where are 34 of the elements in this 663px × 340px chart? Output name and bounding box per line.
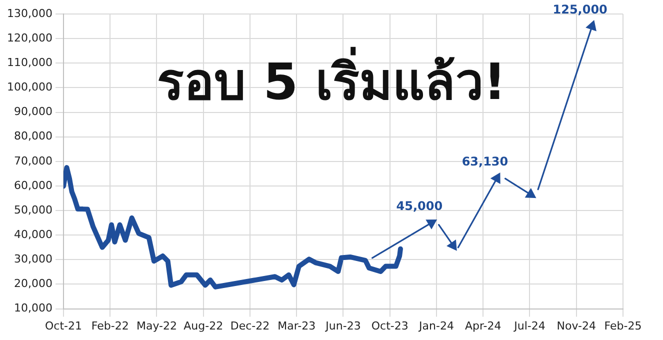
x-tick-label: Feb-22 xyxy=(91,319,129,332)
point xyxy=(447,240,457,250)
y-tick-label: 50,000 xyxy=(14,203,52,216)
x-tick-label: Jun-23 xyxy=(324,319,361,332)
y-tick-label: 80,000 xyxy=(14,130,52,143)
y-tick-label: 40,000 xyxy=(14,228,52,241)
data-label: 63,130 xyxy=(462,154,508,168)
x-tick-label: Feb-25 xyxy=(604,319,642,332)
point xyxy=(586,20,596,31)
y-tick-label: 70,000 xyxy=(14,154,52,168)
point xyxy=(426,219,437,229)
x-tick-label: Mar-23 xyxy=(278,319,316,332)
x-tick-label: Oct-23 xyxy=(371,319,408,332)
y-tick-label: 110,000 xyxy=(6,56,52,69)
x-tick-label: Oct-21 xyxy=(44,319,82,332)
x-tick-label: Nov-24 xyxy=(556,319,596,332)
y-tick-label: 130,000 xyxy=(6,6,52,20)
y-tick-label: 120,000 xyxy=(6,31,52,44)
x-tick-label: Apr-24 xyxy=(464,319,502,332)
data-label: 125,000 xyxy=(552,2,608,16)
data-label: 45,000 xyxy=(396,198,443,213)
x-tick-label: May-22 xyxy=(136,319,177,332)
y-tick-label: 20,000 xyxy=(14,277,52,290)
x-tick-label: Dec-22 xyxy=(230,319,270,332)
point xyxy=(525,188,536,198)
x-tick-label: Aug-22 xyxy=(184,319,224,332)
point xyxy=(491,173,500,184)
y-tick-label: 100,000 xyxy=(6,80,52,94)
y-tick-label: 60,000 xyxy=(14,178,52,192)
x-tick-label: Jan-24 xyxy=(418,319,454,332)
x-tick-label: Jul-24 xyxy=(513,319,546,332)
y-tick-label: 90,000 xyxy=(14,105,52,118)
y-tick-label: 10,000 xyxy=(14,302,52,315)
y-tick-label: 30,000 xyxy=(14,252,52,266)
